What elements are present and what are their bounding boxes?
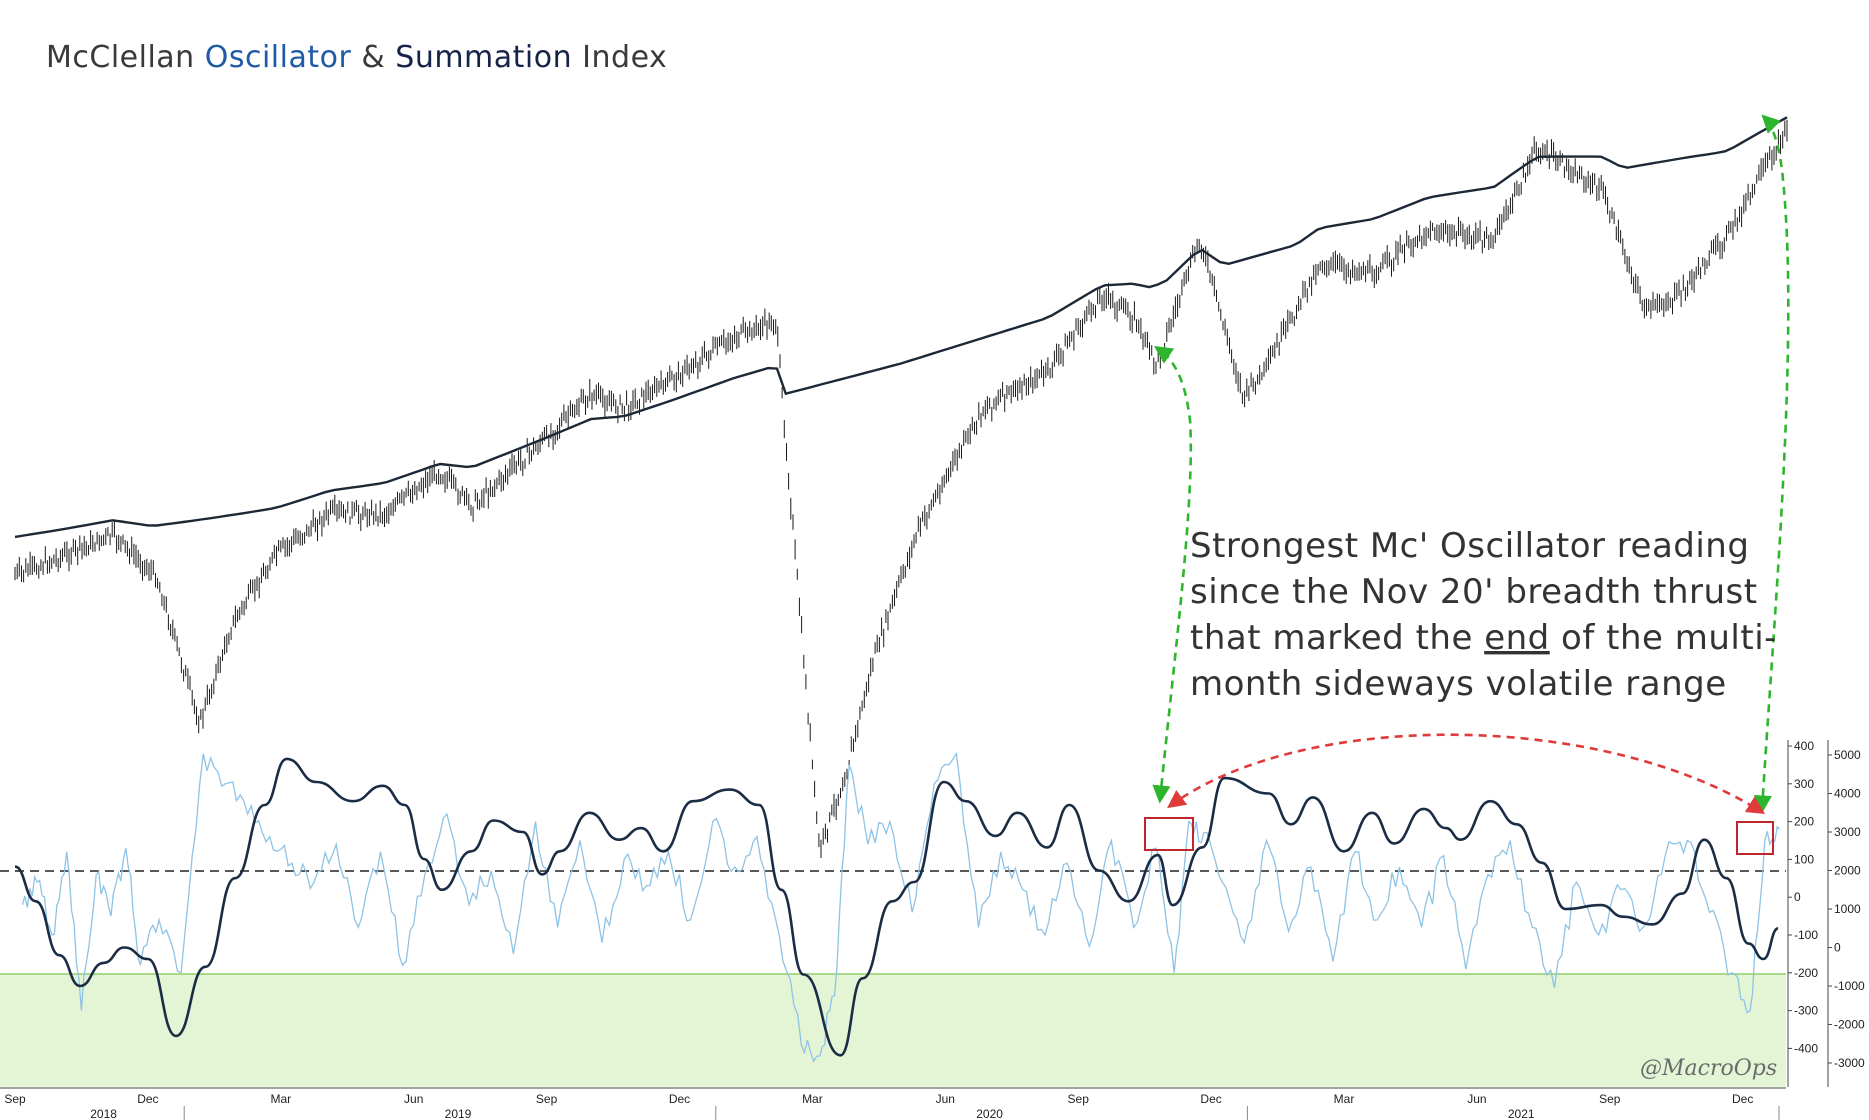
title-part-index: Index (572, 40, 667, 75)
x-tick-label: Mar (1334, 1092, 1355, 1106)
x-tick-label: Sep (1599, 1092, 1621, 1106)
x-tick-label: Jun (404, 1092, 423, 1106)
oscillator-line (21, 751, 1781, 1063)
x-year-label: 2021 (1508, 1107, 1535, 1120)
green-arrow-nov-2020 (1152, 345, 1193, 804)
summation-tick-label: -1000 (1834, 979, 1865, 993)
oscillator-tick-label: 300 (1794, 777, 1814, 791)
title-part-oscillator: Oscillator (205, 40, 352, 75)
annotation-line-3-pre: that marked the (1190, 618, 1484, 658)
summation-axis: 5000 4000 3000 2000 1000 0 -1000 -2000 -3000 (1828, 748, 1865, 1070)
oscillator-tick-label: -400 (1794, 1041, 1818, 1055)
annotation-line-1: Strongest Mc' Oscillator reading (1190, 526, 1749, 566)
x-tick-label: Dec (1732, 1092, 1753, 1106)
oscillator-tick-label: 200 (1794, 815, 1814, 829)
x-axis: Sep Dec Mar Jun Sep Dec Mar Jun Sep Dec Mar Jun Sep D… (4, 1092, 1780, 1120)
x-tick-label: Sep (1068, 1092, 1090, 1106)
title-part-summation: Summation (395, 40, 572, 75)
x-year-label: 2020 (976, 1107, 1003, 1120)
oscillator-axis: 400 300 200 100 0 -100 -200 -300 -400 (1788, 739, 1818, 1055)
highlight-box-dec-2021 (1736, 821, 1774, 855)
summation-tick-label: 4000 (1834, 787, 1861, 801)
oscillator-tick-label: 0 (1794, 890, 1801, 904)
summation-tick-label: 5000 (1834, 748, 1861, 762)
summation-tick-label: 1000 (1834, 902, 1861, 916)
green-arrow-dec-2021 (1753, 114, 1790, 814)
annotation-line-3: that marked the end of the multi- (1190, 618, 1777, 658)
summation-tick-label: 2000 (1834, 864, 1861, 878)
watermark: @MacroOps (1640, 1056, 1777, 1081)
annotation-line-3-post: of the multi- (1550, 618, 1777, 658)
oscillator-tick-label: -200 (1794, 966, 1818, 980)
red-arrow-comparison (1167, 733, 1766, 814)
oversold-zone (0, 974, 1786, 1087)
summation-tick-label: -3000 (1834, 1056, 1865, 1070)
x-tick-label: Dec (137, 1092, 158, 1106)
x-tick-label: Jun (936, 1092, 955, 1106)
x-year-label: 2019 (445, 1107, 472, 1120)
annotation-underlined-word: end (1484, 618, 1550, 658)
oscillator-tick-label: -100 (1794, 928, 1818, 942)
highlight-box-nov-2020 (1144, 817, 1194, 851)
chart-title: McClellan Oscillator & Summation Index (46, 40, 667, 75)
price-series (14, 119, 1788, 858)
title-part-mcclellan: McClellan (46, 40, 205, 75)
oscillator-tick-label: 100 (1794, 852, 1814, 866)
x-tick-label: Mar (802, 1092, 823, 1106)
x-tick-label: Sep (536, 1092, 558, 1106)
summation-tick-label: -2000 (1834, 1018, 1865, 1032)
x-tick-label: Mar (270, 1092, 291, 1106)
oscillator-tick-label: -300 (1794, 1004, 1818, 1018)
summation-tick-label: 3000 (1834, 825, 1861, 839)
x-tick-label: Dec (1200, 1092, 1221, 1106)
oscillator-tick-label: 400 (1794, 739, 1814, 753)
price-moving-average-line (14, 116, 1788, 539)
x-tick-label: Dec (669, 1092, 690, 1106)
annotation-line-2: since the Nov 20' breadth thrust (1190, 572, 1758, 612)
annotation-line-4: month sideways volatile range (1190, 664, 1727, 704)
x-tick-label: Jun (1467, 1092, 1486, 1106)
x-year-label: 2018 (90, 1107, 117, 1120)
title-part-amp: & (351, 40, 395, 75)
x-tick-label: Sep (4, 1092, 26, 1106)
summation-tick-label: 0 (1834, 941, 1841, 955)
